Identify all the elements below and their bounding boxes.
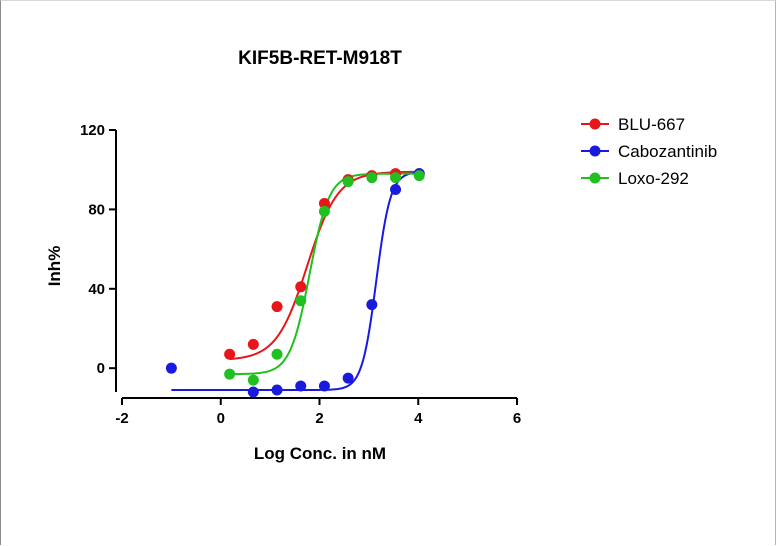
fit-curve-blu-667 <box>229 170 420 361</box>
data-point-blu-667 <box>271 301 283 313</box>
fit-curve-cabozantinib <box>171 171 420 392</box>
data-point-loxo-292 <box>413 170 425 182</box>
y-tick-label: 80 <box>88 201 105 218</box>
x-tick-label: 2 <box>315 410 323 427</box>
axes: 0 40 80 120 -2 0 2 4 6 <box>80 122 521 427</box>
data-points <box>165 168 425 398</box>
data-point-loxo-292 <box>247 374 259 386</box>
data-point-loxo-292 <box>295 295 307 307</box>
data-point-loxo-292 <box>318 205 330 217</box>
x-tick-label: 0 <box>217 410 225 427</box>
legend-label: Cabozantinib <box>618 142 717 161</box>
data-point-loxo-292 <box>366 172 378 184</box>
data-point-cabozantinib <box>247 386 259 398</box>
data-point-cabozantinib <box>318 380 330 392</box>
legend-label: BLU-667 <box>618 115 685 134</box>
data-point-blu-667 <box>318 197 330 209</box>
legend-label: Loxo-292 <box>618 169 689 188</box>
legend-marker <box>589 145 601 157</box>
data-point-loxo-292 <box>271 348 283 360</box>
data-point-cabozantinib <box>342 372 354 384</box>
data-point-cabozantinib <box>165 362 177 374</box>
data-point-blu-667 <box>224 348 236 360</box>
data-point-cabozantinib <box>295 380 307 392</box>
data-point-cabozantinib <box>271 384 283 396</box>
x-axis-label: Log Conc. in nM <box>254 444 386 463</box>
y-axis-label: Inh% <box>45 246 64 287</box>
data-point-cabozantinib <box>390 184 402 196</box>
legend: BLU-667 Cabozantinib Loxo-292 <box>581 115 717 188</box>
legend-marker <box>589 118 601 130</box>
fit-curves <box>171 170 420 392</box>
data-point-loxo-292 <box>224 368 236 380</box>
legend-marker <box>589 172 601 184</box>
x-tick-label: -2 <box>115 410 128 427</box>
data-point-blu-667 <box>247 338 259 350</box>
chart-title: KIF5B-RET-M918T <box>238 48 402 69</box>
y-tick-label: 40 <box>88 281 105 298</box>
x-tick-label: 4 <box>414 410 423 427</box>
data-point-cabozantinib <box>366 299 378 311</box>
y-tick-label: 0 <box>97 360 105 377</box>
y-tick-label: 120 <box>80 122 105 139</box>
x-tick-label: 6 <box>513 410 521 427</box>
data-point-blu-667 <box>295 281 307 293</box>
data-point-loxo-292 <box>390 172 402 184</box>
data-point-loxo-292 <box>342 176 354 188</box>
